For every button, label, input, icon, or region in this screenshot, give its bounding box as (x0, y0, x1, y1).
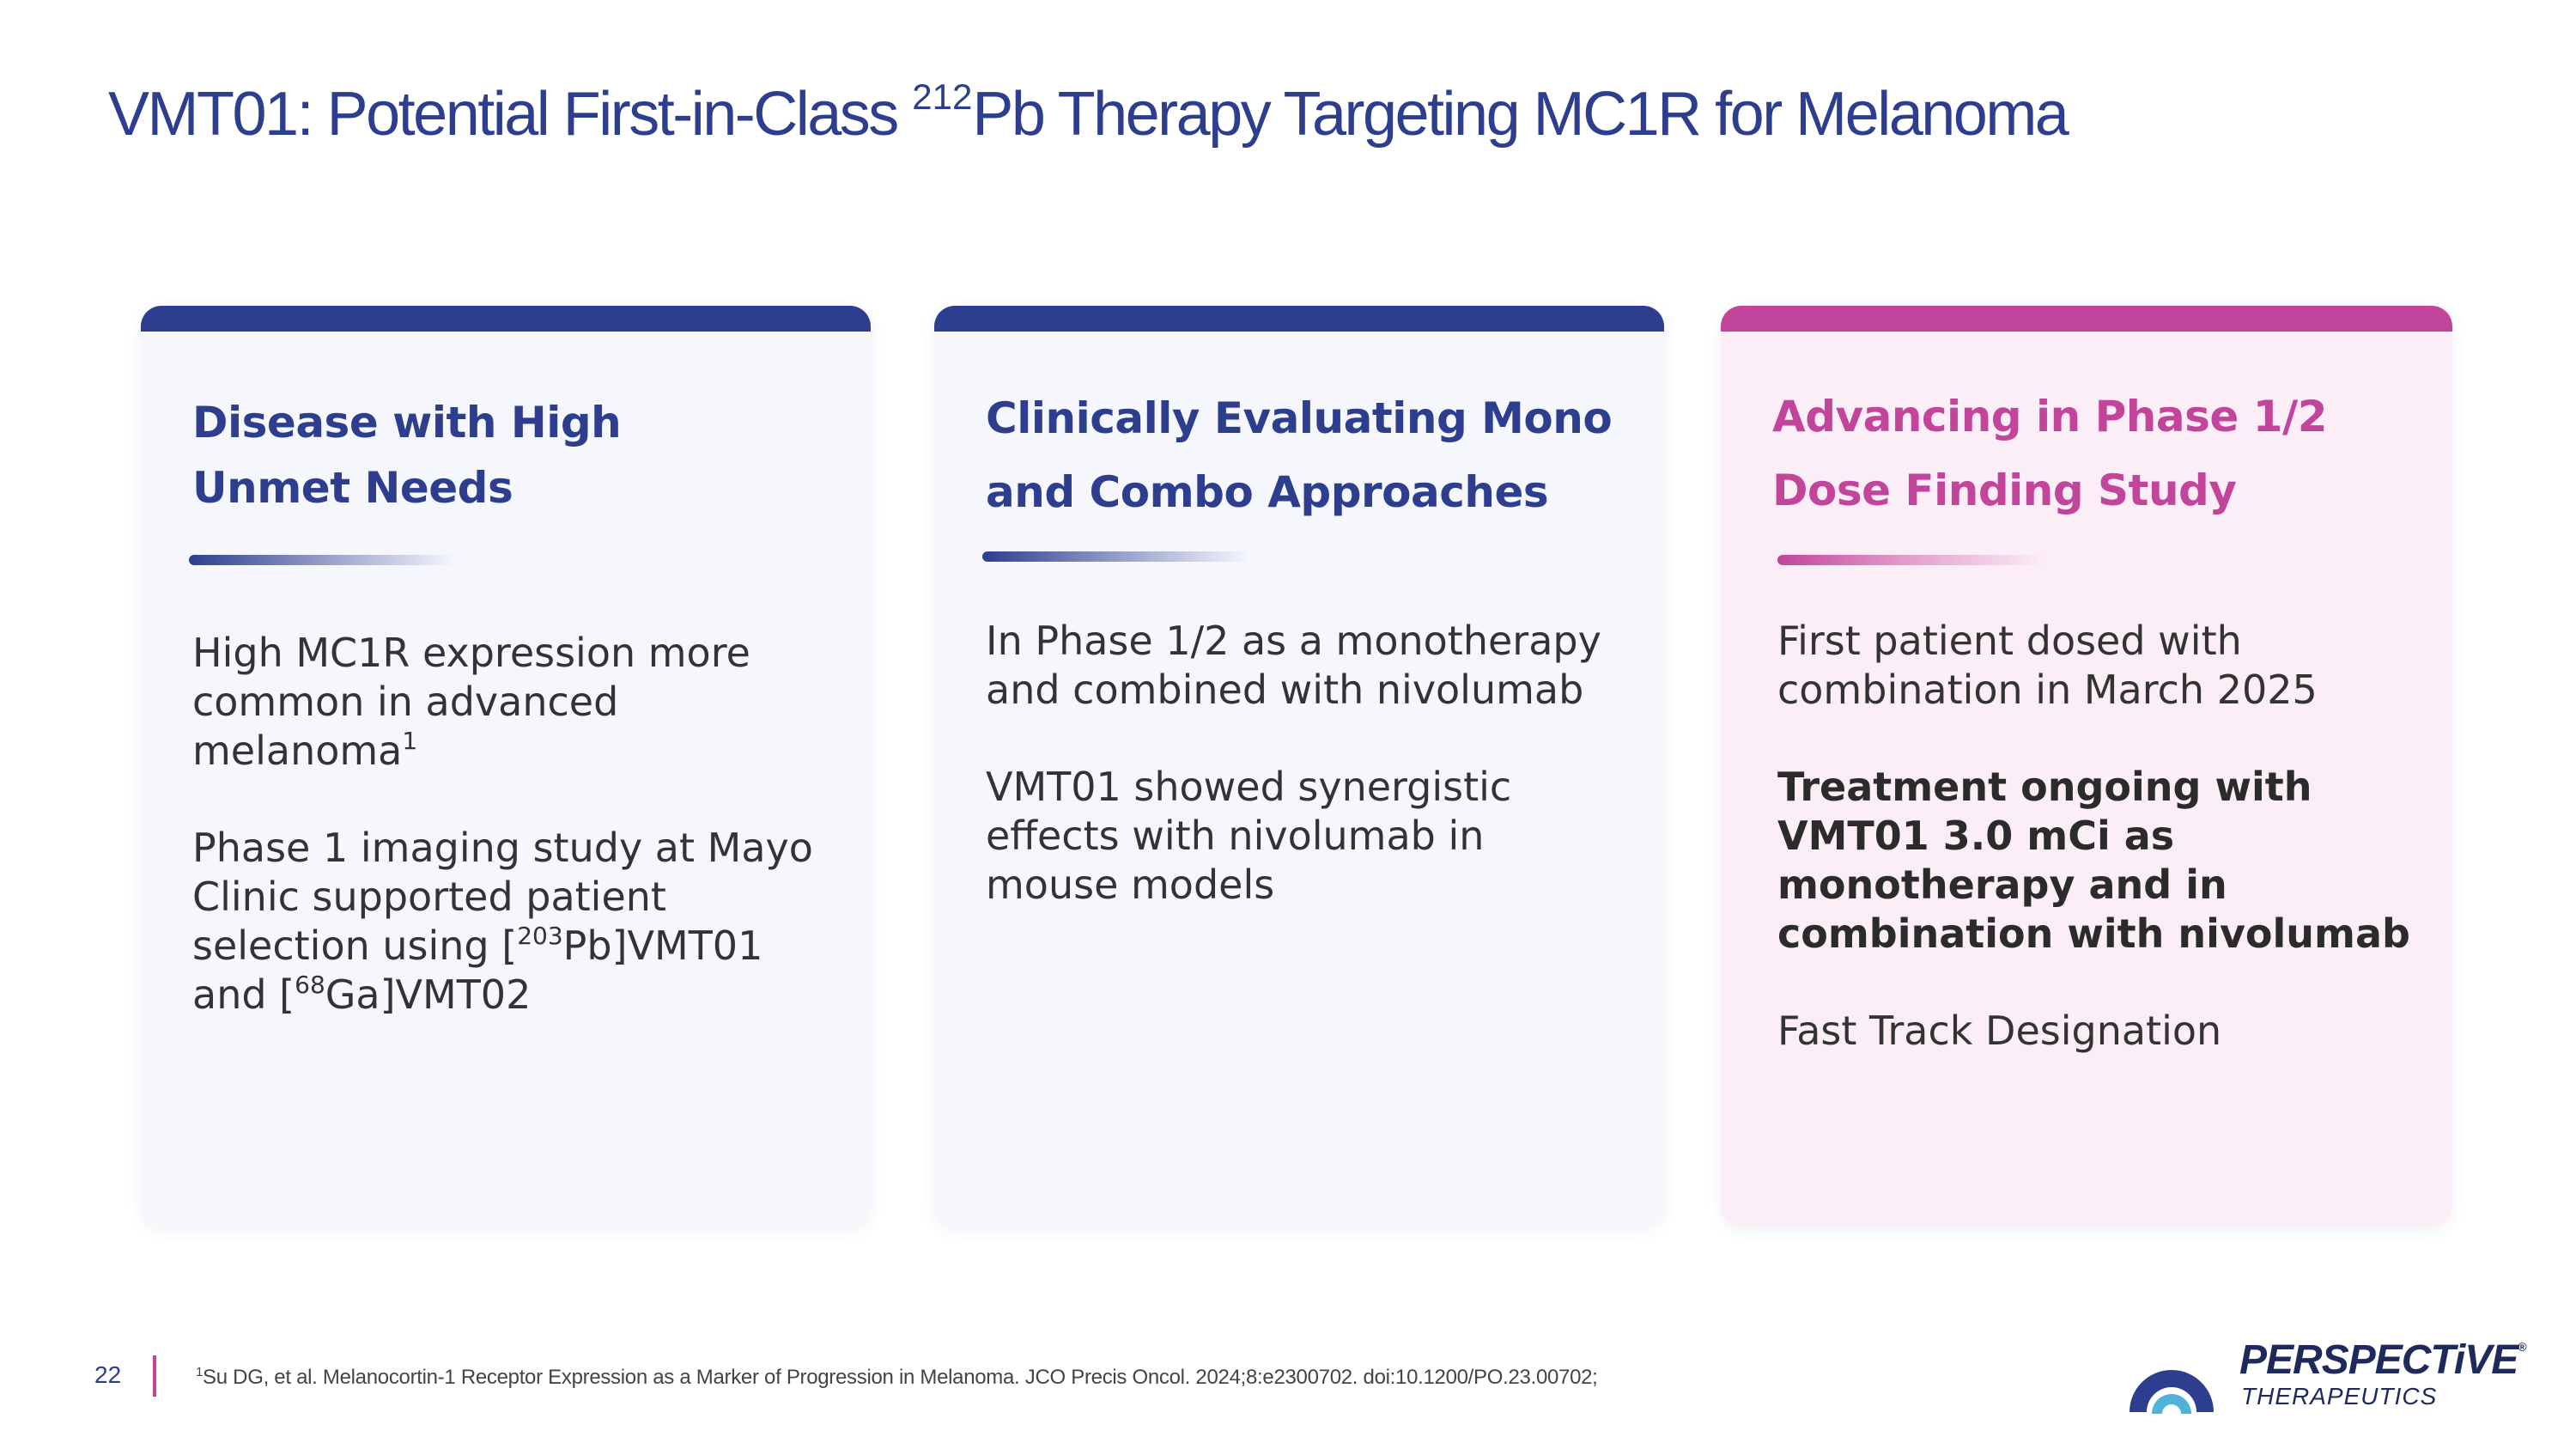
card-disease-unmet-needs: Disease with High Unmet Needs High MC1R … (141, 306, 871, 1227)
card-paragraph: In Phase 1/2 as a monotherapy and combin… (986, 618, 1601, 713)
card-phase-1-2-dose-finding: Advancing in Phase 1/2 Dose Finding Stud… (1721, 306, 2452, 1227)
card-paragraph: High MC1R expression more common in adva… (192, 630, 750, 774)
card-accent-bar (141, 306, 871, 332)
card-heading: Clinically Evaluating Mono and Combo App… (986, 393, 1613, 517)
heading-underline (982, 551, 1249, 562)
logo-tagline: THERAPEUTICS (2241, 1383, 2438, 1409)
card-heading: Disease with High Unmet Needs (192, 398, 622, 513)
card-accent-bar (934, 306, 1664, 332)
footnote-citation: 1Su DG, et al. Melanocortin-1 Receptor E… (196, 1365, 1598, 1389)
card-accent-bar (1721, 306, 2452, 332)
heading-underline (189, 555, 455, 565)
card-heading: Advancing in Phase 1/2 Dose Finding Stud… (1772, 392, 2328, 515)
card-mono-combo-approaches: Clinically Evaluating Mono and Combo App… (934, 306, 1664, 1227)
isotope-mass-superscript: 212 (912, 76, 973, 117)
perspective-therapeutics-logo: PERSPECTiVE® THERAPEUTICS (2121, 1326, 2527, 1421)
footnote-reference: 1 (402, 727, 418, 755)
logo-wordmark: PERSPECTiVE® (2239, 1337, 2527, 1383)
card-body: First patient dosed with combination in … (1777, 617, 2418, 1104)
card-body: High MC1R expression more common in adva… (192, 629, 836, 1068)
footer-divider (153, 1355, 156, 1397)
logo-mark-icon (2129, 1369, 2214, 1414)
card-paragraph: VMT01 showed synergistic effects with ni… (986, 764, 1512, 908)
heading-underline (1777, 555, 2044, 565)
card-paragraph: First patient dosed with combination in … (1777, 618, 2318, 713)
page-number: 22 (94, 1361, 122, 1388)
card-paragraph: Fast Track Designation (1777, 1008, 2222, 1054)
card-body: In Phase 1/2 as a monotherapy and combin… (986, 617, 1630, 958)
slide-title: VMT01: Potential First-in-Class 212Pb Th… (108, 76, 2069, 149)
card-paragraph: Phase 1 imaging study at Mayo Clinic sup… (192, 825, 813, 1018)
card-paragraph-emphasis: Treatment ongoing with VMT01 3.0 mCi as … (1777, 764, 2410, 957)
